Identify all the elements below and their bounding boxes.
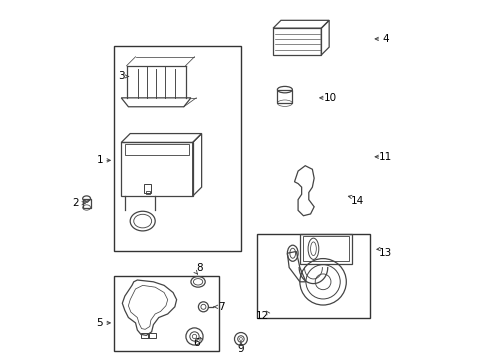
Text: 13: 13 xyxy=(378,248,391,258)
Text: 8: 8 xyxy=(196,262,203,273)
Bar xyxy=(277,90,292,103)
Text: 4: 4 xyxy=(382,34,388,44)
Bar xyxy=(82,199,90,207)
Text: 3: 3 xyxy=(118,71,124,81)
Text: 5: 5 xyxy=(96,318,103,328)
Text: 1: 1 xyxy=(96,156,103,165)
Bar xyxy=(148,333,156,338)
Bar xyxy=(124,144,189,155)
Text: 10: 10 xyxy=(323,93,336,103)
Bar xyxy=(121,143,192,196)
Text: 14: 14 xyxy=(350,197,363,206)
Text: 12: 12 xyxy=(255,311,268,321)
Text: 7: 7 xyxy=(218,302,224,312)
Bar xyxy=(272,28,321,55)
Text: 9: 9 xyxy=(237,343,244,354)
Bar xyxy=(141,333,148,338)
Text: 11: 11 xyxy=(378,152,391,162)
Bar xyxy=(302,237,348,261)
Bar xyxy=(257,234,369,318)
Bar xyxy=(114,46,241,251)
Bar xyxy=(144,184,151,193)
Text: 6: 6 xyxy=(193,338,199,347)
Text: 2: 2 xyxy=(72,198,79,208)
Bar xyxy=(299,234,351,264)
Bar xyxy=(114,276,219,351)
Bar xyxy=(145,191,149,194)
